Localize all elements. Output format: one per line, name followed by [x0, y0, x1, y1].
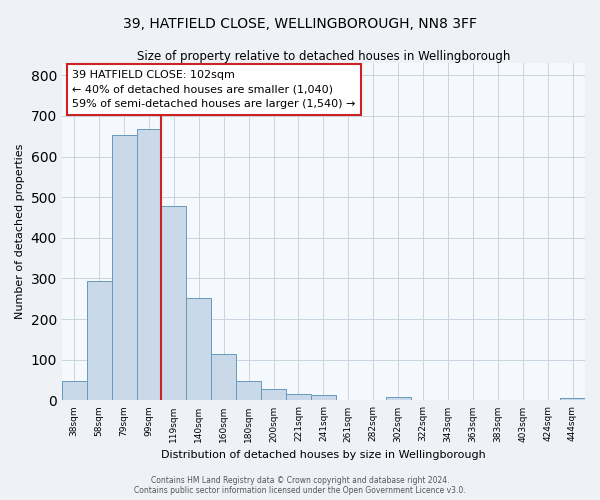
Text: Contains HM Land Registry data © Crown copyright and database right 2024.
Contai: Contains HM Land Registry data © Crown c… — [134, 476, 466, 495]
Bar — [261, 389, 286, 400]
Bar — [311, 394, 336, 400]
Bar — [286, 394, 311, 400]
Bar — [62, 381, 87, 400]
Bar — [112, 136, 137, 400]
Bar — [236, 381, 261, 400]
Bar — [137, 129, 161, 400]
Text: 39, HATFIELD CLOSE, WELLINGBOROUGH, NN8 3FF: 39, HATFIELD CLOSE, WELLINGBOROUGH, NN8 … — [123, 18, 477, 32]
Bar — [87, 282, 112, 401]
Bar — [386, 397, 410, 400]
Y-axis label: Number of detached properties: Number of detached properties — [15, 144, 25, 320]
Text: 39 HATFIELD CLOSE: 102sqm
← 40% of detached houses are smaller (1,040)
59% of se: 39 HATFIELD CLOSE: 102sqm ← 40% of detac… — [72, 70, 356, 110]
Bar — [187, 298, 211, 401]
Bar — [560, 398, 585, 400]
Bar — [211, 354, 236, 401]
X-axis label: Distribution of detached houses by size in Wellingborough: Distribution of detached houses by size … — [161, 450, 486, 460]
Title: Size of property relative to detached houses in Wellingborough: Size of property relative to detached ho… — [137, 50, 510, 63]
Bar — [161, 206, 187, 400]
